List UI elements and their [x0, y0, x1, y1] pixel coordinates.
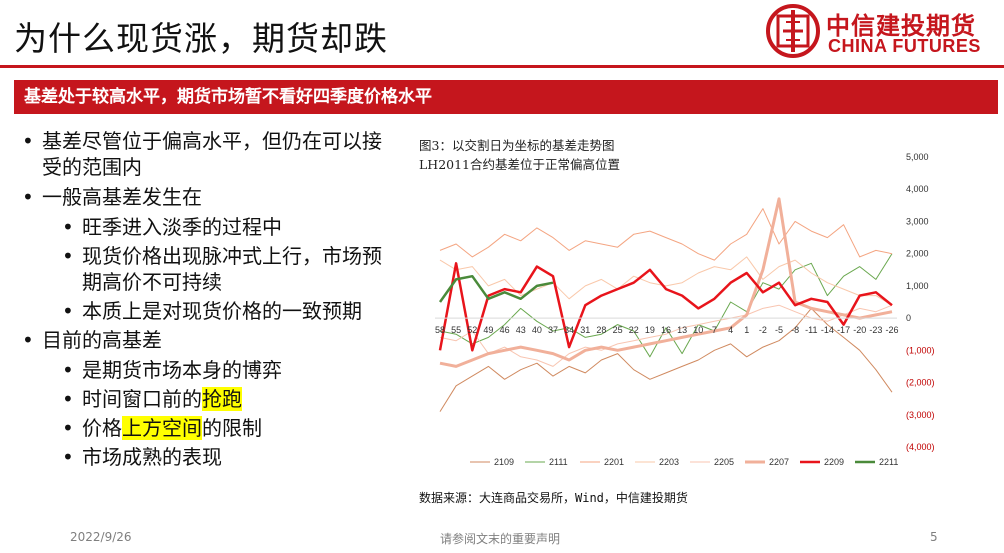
bullet-item: 基差尽管位于偏高水平，但仍在可以接受的范围内	[20, 128, 400, 180]
y-tick-label: 0	[906, 313, 911, 323]
series-line-2211	[438, 274, 554, 303]
series-line-2201	[439, 208, 893, 261]
highlighted-text: 上方空间	[122, 416, 202, 440]
x-tick-label: 49	[483, 325, 493, 335]
x-tick-label: 10	[693, 325, 703, 335]
bullet-text: 时间窗口前的	[82, 387, 202, 411]
sub-bullet-item: 价格上方空间的限制	[20, 415, 400, 441]
chart-subtitle: LH2011合约基差位于正常偏高位置	[419, 157, 621, 172]
section-banner: 基差处于较高水平，期货市场暂不看好四季度价格水平	[14, 80, 998, 114]
series-line-2111	[439, 253, 893, 358]
sub-bullet-item: 本质上是对现货价格的一致预期	[20, 298, 400, 324]
legend-label: 2201	[604, 457, 624, 467]
x-tick-label: 46	[500, 325, 510, 335]
y-tick-label: 4,000	[906, 184, 929, 194]
sub-bullet-item: 旺季进入淡季的过程中	[20, 214, 400, 240]
x-tick-label: 31	[580, 325, 590, 335]
x-tick-label: 58	[435, 325, 445, 335]
bullet-item: 目前的高基差	[20, 327, 400, 353]
sub-bullet-item: 市场成熟的表现	[20, 444, 400, 470]
x-tick-label: -8	[791, 325, 799, 335]
slide-title: 为什么现货涨，期货却跌	[14, 19, 388, 58]
title-divider	[0, 65, 1004, 68]
footer-date: 2022/9/26	[70, 530, 132, 544]
legend-label: 2207	[769, 457, 789, 467]
chart-caption: 图3：以交割日为坐标的基差走势图 LH2011合约基差位于正常偏高位置	[419, 136, 620, 174]
y-tick-label: (3,000)	[906, 410, 935, 420]
basis-line-chart: 58 55 52 49 46 43 40 37 34 31 28 25 22 19 16 13 10 7 4 1 -2-…	[435, 152, 935, 467]
y-tick-label: 1,000	[906, 281, 929, 291]
y-tick-label: 2,000	[906, 249, 929, 259]
footer-disclaimer: 请参阅文末的重要声明	[440, 532, 561, 546]
x-tick-label: 40	[532, 325, 542, 335]
legend-label: 2203	[659, 457, 679, 467]
x-tick-label: 16	[661, 325, 671, 335]
sub-bullet-item: 是期货市场本身的博弈	[20, 357, 400, 383]
x-tick-label: -14	[821, 325, 834, 335]
x-tick-label: 43	[516, 325, 526, 335]
logo-seal-icon	[766, 4, 820, 58]
x-tick-label: -20	[853, 325, 866, 335]
series-line-2109	[439, 307, 893, 412]
bullet-text: 价格	[82, 416, 122, 440]
y-tick-label: (4,000)	[906, 442, 935, 452]
series-line-2209	[438, 262, 893, 352]
x-tick-label: 34	[564, 325, 574, 335]
x-tick-label: 4	[728, 325, 733, 335]
logo-english-name: CHINA FUTURES	[828, 36, 981, 56]
series-line-2203	[439, 256, 893, 306]
x-tick-label: 37	[548, 325, 558, 335]
legend-label: 2109	[494, 457, 514, 467]
legend-label: 2111	[549, 457, 568, 467]
series-line-2207	[439, 197, 893, 368]
x-tick-label: 55	[451, 325, 461, 335]
chart-title: 图3：以交割日为坐标的基差走势图	[419, 138, 615, 153]
y-tick-label: (1,000)	[906, 345, 935, 355]
bullet-list: 基差尽管位于偏高水平，但仍在可以接受的范围内 一般高基差发生在 旺季进入淡季的过…	[20, 128, 400, 473]
x-tick-label: 22	[629, 325, 639, 335]
legend-label: 2211	[879, 457, 898, 467]
company-logo: 中信建投期货 CHINA FUTURES	[766, 4, 996, 62]
x-tick-label: 25	[613, 325, 623, 335]
x-tick-label: 13	[677, 325, 687, 335]
x-tick-label: 1	[744, 325, 749, 335]
bullet-item: 一般高基差发生在	[20, 184, 400, 210]
page-number: 5	[930, 530, 938, 544]
legend-label: 2209	[824, 457, 844, 467]
sub-bullet-item: 时间窗口前的抢跑	[20, 386, 400, 412]
series-line-2205	[439, 304, 893, 367]
logo-chinese-name: 中信建投期货	[826, 12, 976, 40]
x-tick-label: 7	[712, 325, 717, 335]
data-source: 数据来源：大连商品交易所，Wind，中信建投期货	[419, 491, 688, 505]
y-tick-label: (2,000)	[906, 378, 935, 388]
x-tick-label: 19	[645, 325, 655, 335]
x-tick-label: -26	[885, 325, 898, 335]
x-tick-label: -23	[869, 325, 882, 335]
x-tick-label: -2	[759, 325, 767, 335]
x-tick-label: -17	[837, 325, 850, 335]
bullet-text: 的限制	[202, 416, 262, 440]
x-tick-label: -11	[805, 325, 817, 335]
x-tick-label: 52	[467, 325, 477, 335]
sub-bullet-item: 现货价格出现脉冲式上行，市场预期高价不可持续	[20, 243, 400, 295]
y-tick-label: 3,000	[906, 216, 929, 226]
highlighted-text: 抢跑	[202, 387, 242, 411]
x-tick-label: 28	[596, 325, 606, 335]
legend-label: 2205	[714, 457, 734, 467]
x-tick-label: -5	[775, 325, 783, 335]
y-tick-label: 5,000	[906, 152, 929, 162]
